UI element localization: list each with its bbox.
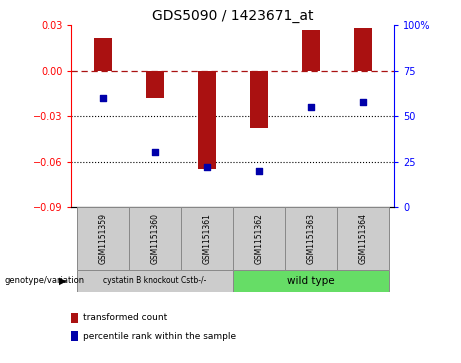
Point — [151, 150, 159, 155]
Bar — [233, 270, 389, 292]
Point — [99, 95, 106, 101]
Bar — [181, 207, 233, 270]
Text: genotype/variation: genotype/variation — [5, 276, 85, 285]
Text: percentile rank within the sample: percentile rank within the sample — [83, 332, 236, 340]
Title: GDS5090 / 1423671_at: GDS5090 / 1423671_at — [152, 9, 313, 23]
Bar — [285, 207, 337, 270]
Bar — [233, 207, 285, 270]
Text: ▶: ▶ — [59, 276, 66, 286]
Text: GSM1151364: GSM1151364 — [358, 213, 367, 264]
Point — [203, 164, 211, 170]
Bar — [250, 71, 268, 128]
Text: cystatin B knockout Cstb-/-: cystatin B knockout Cstb-/- — [103, 276, 207, 285]
Point — [307, 104, 314, 110]
Bar — [146, 71, 164, 98]
Text: GSM1151359: GSM1151359 — [98, 213, 107, 264]
Bar — [129, 207, 181, 270]
Bar — [77, 270, 233, 292]
Point — [255, 168, 262, 174]
Bar — [302, 30, 320, 71]
Bar — [94, 37, 112, 71]
Bar — [337, 207, 389, 270]
Text: transformed count: transformed count — [83, 314, 167, 322]
Text: GSM1151362: GSM1151362 — [254, 213, 263, 264]
Bar — [198, 71, 216, 169]
Text: GSM1151360: GSM1151360 — [150, 213, 159, 264]
Point — [359, 99, 366, 105]
Bar — [354, 28, 372, 71]
Text: wild type: wild type — [287, 276, 335, 286]
Bar — [77, 207, 129, 270]
Text: GSM1151363: GSM1151363 — [307, 213, 315, 264]
Text: GSM1151361: GSM1151361 — [202, 213, 211, 264]
